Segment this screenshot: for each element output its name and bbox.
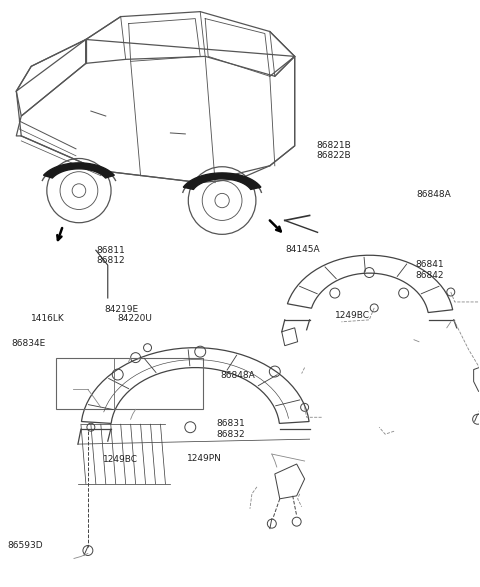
Text: 1249BC: 1249BC <box>103 456 138 464</box>
Text: 1249BC: 1249BC <box>336 311 371 320</box>
Text: 84145A: 84145A <box>285 245 320 254</box>
Text: 86811
86812: 86811 86812 <box>96 246 125 265</box>
Text: 86841
86842: 86841 86842 <box>416 261 444 280</box>
Text: 86848A: 86848A <box>417 190 451 199</box>
Text: 86848A: 86848A <box>220 371 255 380</box>
Text: 84220U: 84220U <box>118 313 153 322</box>
Text: 86821B
86822B: 86821B 86822B <box>316 141 351 160</box>
Text: 84219E: 84219E <box>104 305 138 315</box>
Text: 86593D: 86593D <box>7 541 43 550</box>
Polygon shape <box>183 173 261 190</box>
Text: 1416LK: 1416LK <box>31 313 65 322</box>
Text: 1249PN: 1249PN <box>187 454 221 463</box>
Text: 86834E: 86834E <box>11 339 45 348</box>
Polygon shape <box>44 163 114 178</box>
Text: 86831
86832: 86831 86832 <box>216 419 245 438</box>
